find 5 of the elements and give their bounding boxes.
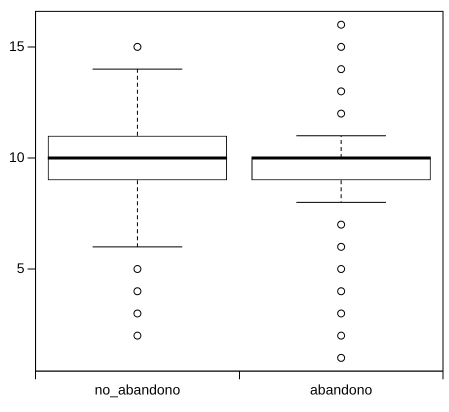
x-tick-label: abandono <box>310 381 372 398</box>
y-tick-label: 5 <box>16 260 25 276</box>
x-tick-label: no_abandono <box>94 381 180 398</box>
y-tick-label: 15 <box>8 38 25 54</box>
y-tick-label: 10 <box>8 148 25 165</box>
